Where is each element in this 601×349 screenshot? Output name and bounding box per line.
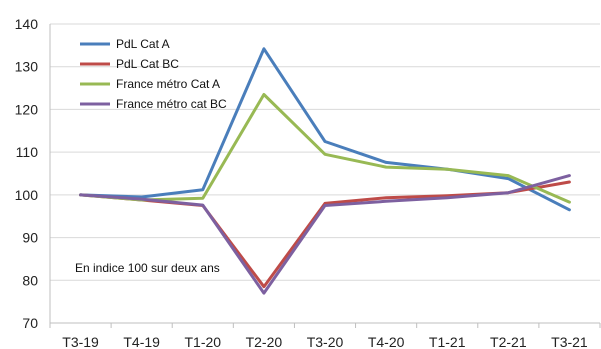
data-point bbox=[507, 191, 510, 194]
chart-annotation: En indice 100 sur deux ans bbox=[75, 261, 220, 275]
y-tick-label: 130 bbox=[15, 59, 39, 75]
x-tick-label: T3-20 bbox=[307, 334, 344, 349]
y-tick-label: 100 bbox=[15, 187, 39, 203]
data-point bbox=[262, 291, 266, 295]
data-point bbox=[201, 188, 204, 191]
gridlines bbox=[50, 23, 600, 324]
y-tick-label: 80 bbox=[22, 272, 38, 288]
data-point bbox=[507, 174, 510, 177]
y-axis: 70 80 90 100 110 120 130 140 bbox=[15, 16, 51, 331]
y-tick-label: 120 bbox=[15, 101, 39, 117]
data-point bbox=[79, 193, 82, 197]
x-tick-label: T2-21 bbox=[490, 334, 527, 349]
data-point bbox=[140, 197, 143, 201]
data-point bbox=[507, 177, 510, 180]
data-point bbox=[568, 174, 571, 177]
data-point bbox=[323, 153, 327, 156]
y-tick-label: 70 bbox=[22, 315, 38, 331]
legend-label: PdL Cat A bbox=[116, 37, 170, 51]
x-tick-label: T1-21 bbox=[429, 334, 466, 349]
x-tick-label: T2-20 bbox=[246, 334, 283, 349]
x-tick-label: T3-21 bbox=[551, 334, 588, 349]
series-line-4 bbox=[79, 174, 571, 295]
x-tick-label: T4-20 bbox=[368, 334, 405, 349]
data-point bbox=[323, 204, 327, 207]
x-tick-label: T3-19 bbox=[62, 334, 99, 349]
x-tick-label: T4-19 bbox=[123, 334, 160, 349]
data-point bbox=[568, 208, 571, 212]
data-point bbox=[384, 165, 388, 169]
legend-label: France métro cat BC bbox=[116, 97, 227, 111]
data-point bbox=[201, 203, 204, 207]
data-point bbox=[384, 200, 388, 203]
data-point bbox=[262, 93, 266, 96]
x-tick-label: T1-20 bbox=[184, 334, 221, 349]
data-point bbox=[384, 161, 388, 164]
data-point bbox=[201, 197, 204, 200]
data-point bbox=[568, 180, 571, 184]
data-point bbox=[262, 285, 266, 288]
data-point bbox=[446, 196, 449, 200]
legend-label: France métro Cat A bbox=[116, 77, 220, 91]
data-point bbox=[262, 47, 266, 50]
data-point bbox=[568, 200, 571, 204]
y-tick-label: 140 bbox=[15, 16, 39, 32]
series-lines bbox=[79, 47, 571, 295]
y-tick-label: 110 bbox=[16, 144, 39, 160]
data-point bbox=[323, 140, 327, 143]
x-axis: T3-19 T4-19 T1-20 T2-20 T3-20 T4-20 T1-21 T2-21… bbox=[49, 322, 601, 349]
legend: PdL Cat A PdL Cat BC France métro Cat A Fra… bbox=[80, 37, 227, 111]
data-point bbox=[384, 196, 388, 200]
y-tick-label: 90 bbox=[22, 230, 38, 246]
legend-label: PdL Cat BC bbox=[116, 57, 179, 71]
series-line-1 bbox=[79, 47, 571, 212]
data-point bbox=[446, 168, 449, 171]
